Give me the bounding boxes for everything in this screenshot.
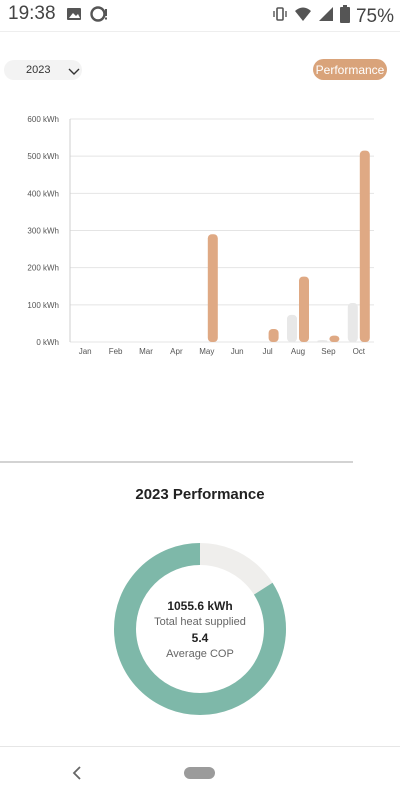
x-tick-label: Jan (79, 347, 92, 356)
average-cop-label: Average COP (166, 648, 234, 660)
status-time: 19:38 (8, 3, 56, 24)
back-icon[interactable] (70, 764, 86, 782)
bar-sep[interactable] (329, 335, 340, 342)
bar-may[interactable] (207, 234, 218, 342)
donut-main-segment (114, 543, 286, 715)
x-tick-label: Jul (262, 347, 272, 356)
total-heat-value: 1055.6 kWh (167, 599, 233, 613)
status-bar: 19:38 (0, 0, 400, 30)
section-divider (0, 461, 353, 463)
x-tick-label: Mar (139, 347, 153, 356)
x-tick-label: Jun (231, 347, 244, 356)
total-heat-label: Total heat supplied (154, 616, 246, 628)
x-tick-label: Feb (109, 347, 123, 356)
bar-jul[interactable] (268, 328, 279, 342)
performance-title: 2023 Performance (135, 486, 265, 503)
y-tick-label: 200 kWh (27, 264, 59, 273)
bar-secondary-oct[interactable] (347, 302, 358, 342)
x-tick-label: Sep (321, 347, 336, 356)
signal-icon (318, 6, 334, 27)
monthly-energy-chart: 0 kWh 100 kWh 200 kWh 300 kWh 400 kWh 500 kWh… (27, 115, 374, 356)
x-tick-label: Apr (170, 347, 183, 356)
x-tick-label: Aug (291, 347, 305, 356)
y-tick-label: 400 kWh (27, 189, 59, 198)
y-tick-label: 0 kWh (36, 338, 59, 347)
y-tick-label: 500 kWh (27, 152, 59, 161)
header-divider (0, 31, 400, 32)
bar-oct[interactable] (359, 150, 370, 342)
nav-divider (0, 746, 400, 747)
year-select[interactable]: 2023 (4, 60, 82, 80)
y-tick-label: 600 kWh (27, 115, 59, 124)
bar-secondary-aug[interactable] (287, 314, 297, 342)
home-pill-icon[interactable] (184, 767, 215, 779)
status-icons-right: 75% (272, 5, 394, 28)
battery-percent: 75% (355, 5, 394, 27)
year-select-value: 2023 (26, 64, 51, 76)
donut-center: 1055.6 kWh Total heat supplied 5.4 Avera… (114, 543, 286, 715)
battery-icon (339, 5, 350, 28)
sync-alert-icon (90, 6, 108, 27)
bar-aug[interactable] (299, 276, 309, 342)
vibrate-icon (272, 6, 288, 27)
y-tick-label: 300 kWh (27, 227, 59, 236)
performance-button[interactable]: Performance (313, 59, 387, 80)
average-cop-value: 5.4 (191, 631, 209, 645)
image-icon (66, 6, 82, 27)
y-tick-label: 100 kWh (27, 301, 59, 310)
performance-donut (114, 543, 286, 715)
wifi-icon (294, 6, 312, 27)
x-tick-label: May (199, 347, 214, 356)
status-icons-left (66, 6, 108, 27)
chevron-down-icon (68, 64, 80, 82)
bar-secondary-sep[interactable] (317, 340, 328, 342)
x-tick-label: Oct (353, 347, 366, 356)
